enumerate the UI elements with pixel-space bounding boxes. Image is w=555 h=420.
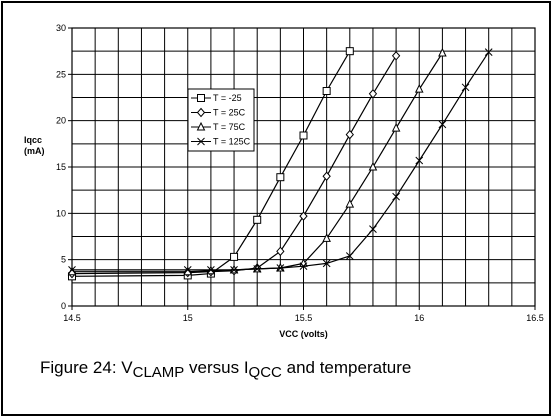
point-marker-triangle xyxy=(345,198,355,208)
point-marker-diamond xyxy=(345,129,354,140)
y-axis-label: Iqcc xyxy=(24,135,42,145)
point-marker-square xyxy=(299,131,308,140)
point-marker-x xyxy=(183,266,192,274)
point-marker-square xyxy=(276,173,285,182)
caption-sub-clamp: CLAMP xyxy=(132,364,185,381)
point-marker-diamond xyxy=(196,107,206,118)
y-tick-label: 30 xyxy=(56,23,66,33)
point-marker-x xyxy=(369,225,377,233)
y-tick-label: 20 xyxy=(56,116,66,126)
x-tick-label: 14.5 xyxy=(63,313,81,323)
point-marker-x xyxy=(230,266,238,274)
point-marker-x xyxy=(253,265,262,273)
point-marker-square xyxy=(322,87,331,96)
point-marker-triangle xyxy=(196,121,206,131)
point-marker-square xyxy=(197,94,205,102)
y-tick-label: 10 xyxy=(56,208,66,218)
point-marker-triangle xyxy=(322,233,331,242)
caption-sub-qcc: QCC xyxy=(248,364,282,381)
point-marker-x xyxy=(197,137,205,146)
point-marker-square xyxy=(253,215,262,224)
y-tick-label: 15 xyxy=(56,162,66,172)
x-tick-label: 16 xyxy=(414,313,424,323)
legend-label: T = -25 xyxy=(213,93,242,103)
x-tick-label: 15.5 xyxy=(295,313,313,323)
point-marker-square xyxy=(345,47,354,56)
y-tick-label: 5 xyxy=(61,255,66,265)
x-tick-label: 15 xyxy=(183,313,193,323)
legend-label: T = 75C xyxy=(213,122,246,132)
point-marker-diamond xyxy=(391,51,401,61)
point-marker-x xyxy=(415,156,424,165)
legend: T = -25 T = 25C T = 75C T = 125C xyxy=(187,88,255,152)
point-marker-triangle xyxy=(391,122,401,132)
figure-caption: Figure 24: VCLAMP versus IQCC and temper… xyxy=(40,358,411,381)
point-marker-triangle xyxy=(438,47,447,57)
point-marker-square xyxy=(230,252,239,261)
point-marker-x xyxy=(438,120,447,129)
series-4 xyxy=(68,48,493,274)
point-marker-diamond xyxy=(299,211,308,221)
point-marker-x xyxy=(299,262,308,271)
point-marker-triangle xyxy=(368,161,378,171)
point-marker-diamond xyxy=(368,89,378,99)
figure-frame xyxy=(1,1,551,416)
point-marker-x xyxy=(322,259,331,268)
caption-mid: versus I xyxy=(184,358,249,377)
point-marker-x xyxy=(276,264,285,272)
point-marker-diamond xyxy=(276,246,285,257)
point-marker-x xyxy=(207,266,215,274)
x-axis-label: VCC (volts) xyxy=(279,329,328,339)
y-tick-label: 25 xyxy=(56,69,66,79)
y-tick-label: 0 xyxy=(61,301,66,311)
legend-label: T = 25C xyxy=(213,108,246,118)
point-marker-x xyxy=(484,48,493,56)
point-marker-x xyxy=(68,266,76,274)
y-axis-unit: (mA) xyxy=(24,146,45,156)
point-marker-x xyxy=(345,252,354,260)
legend-label: T = 125C xyxy=(213,137,251,147)
caption-prefix: Figure 24: V xyxy=(40,358,133,377)
caption-suffix: and temperature xyxy=(281,358,412,377)
point-marker-diamond xyxy=(322,171,331,182)
x-tick-label: 16.5 xyxy=(526,313,544,323)
point-marker-x xyxy=(392,192,400,201)
point-marker-triangle xyxy=(414,84,424,93)
point-marker-x xyxy=(461,83,470,92)
